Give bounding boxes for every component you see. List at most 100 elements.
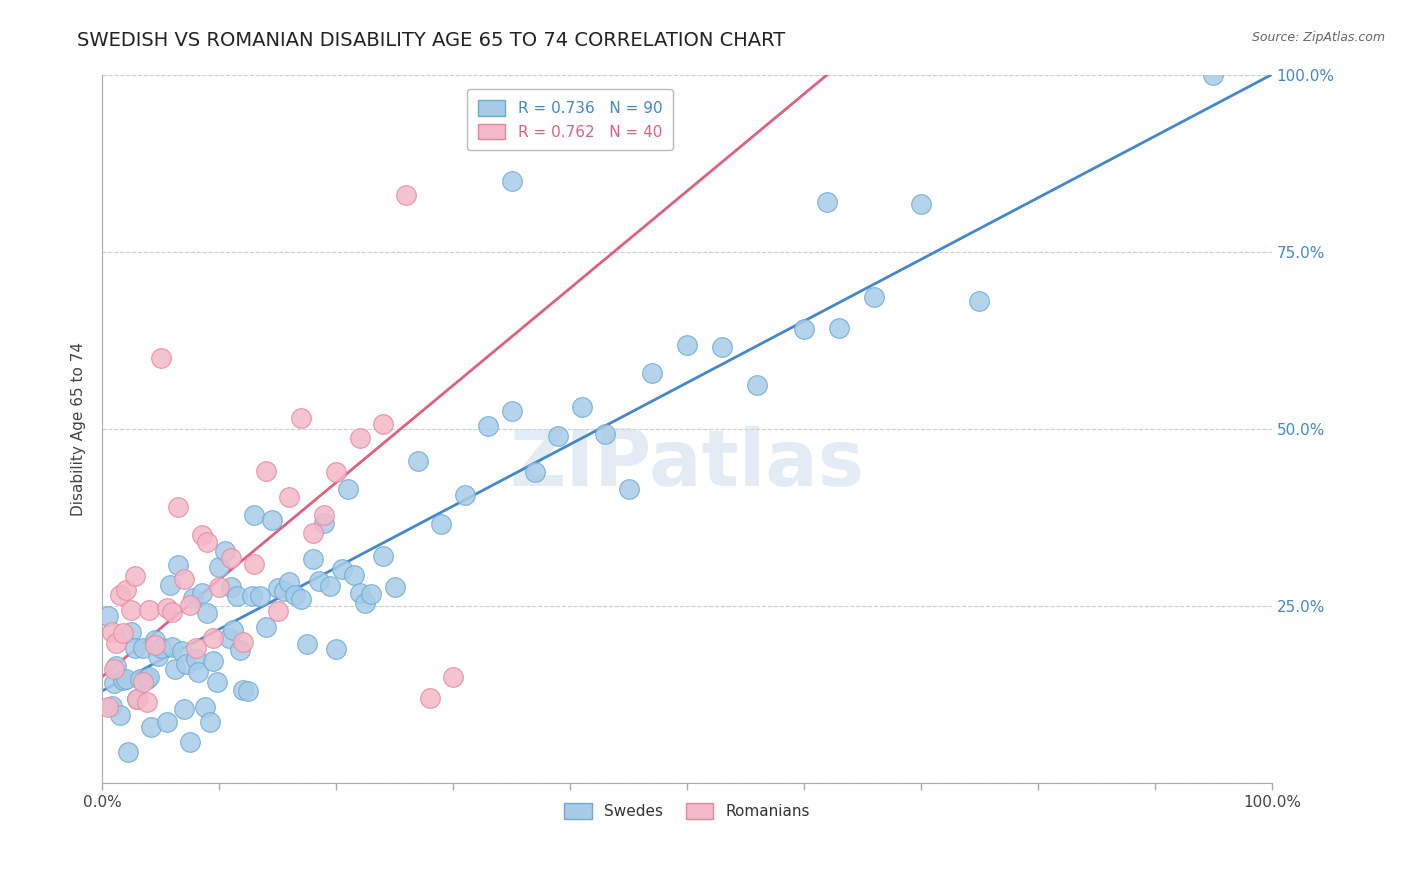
Point: [143, 632, 166, 647]
Point: [100, 698, 122, 713]
Point: [1202, 68, 1225, 82]
Point: [135, 695, 157, 709]
Point: [202, 632, 225, 646]
Point: [308, 574, 330, 588]
Point: [641, 367, 664, 381]
Point: [225, 589, 247, 603]
Point: [260, 513, 283, 527]
Text: Source: ZipAtlas.com: Source: ZipAtlas.com: [1251, 31, 1385, 45]
Point: [314, 516, 336, 530]
Point: [828, 320, 851, 334]
Point: [232, 634, 254, 648]
Point: [336, 482, 359, 496]
Point: [127, 692, 149, 706]
Point: [477, 419, 499, 434]
Point: [266, 604, 288, 618]
Point: [295, 637, 318, 651]
Point: [238, 683, 260, 698]
Point: [132, 674, 155, 689]
Point: [179, 599, 201, 613]
Point: [202, 653, 225, 667]
Point: [254, 620, 277, 634]
Point: [419, 691, 441, 706]
Point: [254, 465, 277, 479]
Point: [143, 638, 166, 652]
Point: [105, 636, 128, 650]
Point: [441, 670, 464, 684]
Point: [179, 735, 201, 749]
Point: [184, 652, 207, 666]
Legend: Swedes, Romanians: Swedes, Romanians: [558, 797, 815, 825]
Point: [249, 589, 271, 603]
Point: [114, 583, 136, 598]
Point: [162, 640, 184, 655]
Point: [198, 714, 221, 729]
Y-axis label: Disability Age 65 to 74: Disability Age 65 to 74: [72, 342, 86, 516]
Point: [219, 551, 242, 566]
Point: [155, 600, 177, 615]
Point: [159, 578, 181, 592]
Point: [205, 674, 228, 689]
Point: [176, 657, 198, 671]
Point: [148, 649, 170, 664]
Point: [170, 644, 193, 658]
Point: [863, 290, 886, 304]
Point: [97, 700, 120, 714]
Point: [173, 572, 195, 586]
Point: [793, 322, 815, 336]
Point: [167, 500, 190, 514]
Point: [349, 431, 371, 445]
Point: [290, 592, 312, 607]
Point: [183, 591, 205, 606]
Point: [120, 603, 142, 617]
Point: [524, 465, 547, 479]
Point: [108, 708, 131, 723]
Point: [190, 586, 212, 600]
Point: [617, 482, 640, 496]
Point: [141, 720, 163, 734]
Point: [406, 454, 429, 468]
Point: [208, 580, 231, 594]
Point: [97, 609, 120, 624]
Point: [197, 606, 219, 620]
Point: [167, 558, 190, 572]
Point: [278, 574, 301, 589]
Point: [593, 427, 616, 442]
Point: [187, 665, 209, 679]
Point: [384, 580, 406, 594]
Point: [314, 508, 336, 522]
Point: [229, 643, 252, 657]
Text: ZIPatlas: ZIPatlas: [509, 426, 865, 502]
Point: [343, 567, 366, 582]
Point: [222, 623, 245, 637]
Point: [501, 404, 523, 418]
Point: [124, 641, 146, 656]
Point: [190, 528, 212, 542]
Point: [103, 662, 125, 676]
Point: [218, 632, 240, 646]
Point: [114, 672, 136, 686]
Point: [501, 174, 523, 188]
Point: [138, 603, 160, 617]
Point: [197, 535, 219, 549]
Point: [301, 525, 323, 540]
Point: [815, 195, 838, 210]
Point: [163, 662, 186, 676]
Point: [240, 589, 263, 603]
Point: [112, 626, 135, 640]
Point: [243, 558, 266, 572]
Point: [149, 641, 172, 656]
Point: [266, 582, 288, 596]
Point: [371, 417, 394, 431]
Point: [138, 670, 160, 684]
Point: [330, 562, 353, 576]
Point: [208, 560, 231, 574]
Point: [132, 640, 155, 655]
Point: [194, 699, 217, 714]
Point: [173, 702, 195, 716]
Point: [325, 641, 347, 656]
Point: [371, 549, 394, 563]
Point: [547, 429, 569, 443]
Point: [214, 544, 236, 558]
Point: [349, 586, 371, 600]
